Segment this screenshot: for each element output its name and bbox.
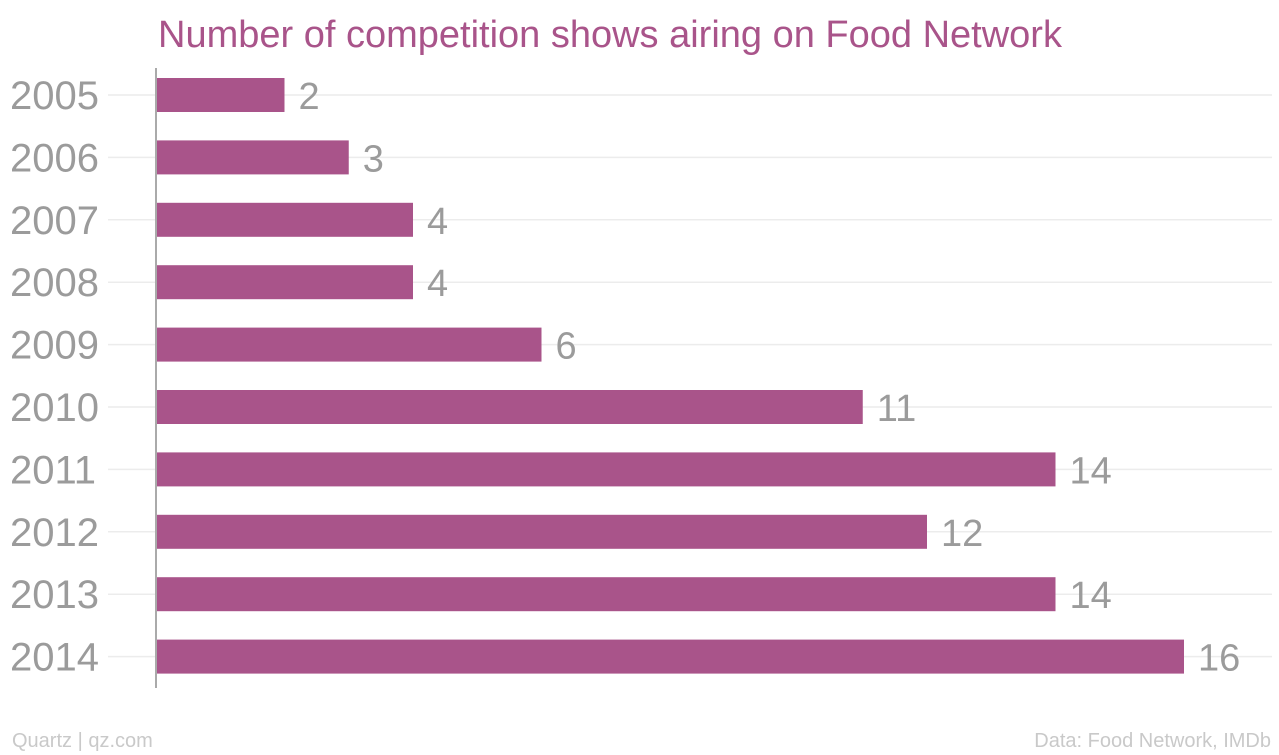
- data-label: 14: [1070, 575, 1112, 617]
- y-tick-label: 2010: [10, 386, 99, 430]
- y-tick-label: 2005: [10, 74, 99, 118]
- bars: [156, 78, 1184, 674]
- bar: [156, 140, 349, 175]
- data-label: 3: [363, 138, 384, 180]
- source-text: Data: Food Network, IMDb: [1034, 730, 1271, 752]
- bar: [156, 78, 285, 112]
- data-label: 2: [299, 76, 320, 118]
- y-tick-label: 2012: [10, 511, 99, 555]
- bar: [156, 452, 1056, 487]
- y-tick-label: 2011: [10, 448, 96, 492]
- data-label: 11: [877, 388, 916, 430]
- data-label: 12: [941, 513, 983, 555]
- bar: [156, 265, 413, 300]
- y-tick-label: 2014: [10, 636, 99, 680]
- bar: [156, 327, 542, 362]
- chart-title: Number of competition shows airing on Fo…: [158, 14, 1062, 56]
- data-label: 14: [1070, 450, 1112, 492]
- y-tick-label: 2007: [10, 199, 99, 243]
- y-tick-label: 2009: [10, 324, 99, 368]
- bar: [156, 577, 1056, 612]
- bar: [156, 390, 863, 424]
- y-tick-label: 2013: [10, 573, 99, 617]
- bar: [156, 202, 413, 237]
- data-label: 4: [427, 201, 448, 243]
- credit-text: Quartz | qz.com: [12, 730, 153, 752]
- labels: 2005 2 2006 3 2007 4 2008 4 2009 6 2010 11 2011 14 201…: [10, 74, 1240, 680]
- data-label: 16: [1198, 638, 1240, 680]
- gridlines: [108, 94, 1272, 658]
- y-tick-label: 2008: [10, 261, 99, 305]
- data-label: 6: [556, 326, 577, 368]
- data-label: 4: [427, 263, 448, 305]
- y-tick-label: 2006: [10, 136, 99, 180]
- bar: [156, 514, 927, 549]
- bar: [156, 639, 1184, 674]
